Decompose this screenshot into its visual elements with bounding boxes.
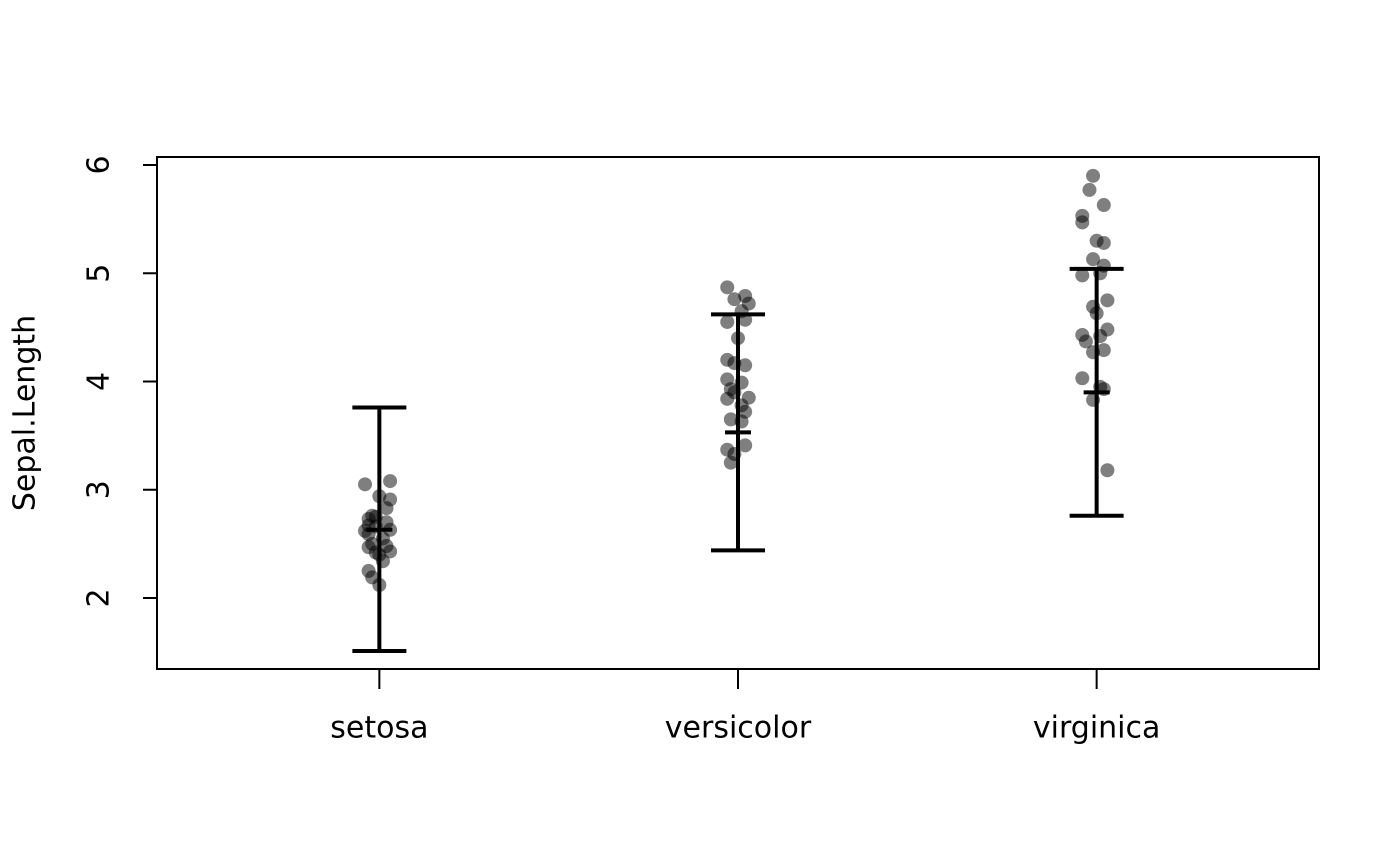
y-tick-label: 5 — [82, 264, 117, 283]
point — [1086, 168, 1101, 183]
y-tick-label: 4 — [82, 372, 117, 391]
point — [1075, 215, 1090, 230]
y-axis-label: Sepal.Length — [8, 315, 43, 511]
point — [738, 438, 753, 453]
point — [720, 280, 735, 295]
point — [1100, 463, 1115, 478]
point — [379, 501, 394, 516]
point — [1100, 293, 1115, 308]
point — [727, 292, 742, 307]
x-tick-label: virginica — [1033, 711, 1161, 746]
point — [720, 314, 735, 329]
point — [383, 544, 398, 559]
point — [1096, 198, 1111, 213]
point — [723, 455, 738, 470]
point — [738, 358, 753, 373]
y-tick-label: 6 — [82, 155, 117, 174]
point — [1078, 334, 1093, 349]
point — [1075, 268, 1090, 283]
point — [1075, 371, 1090, 386]
point — [358, 477, 373, 492]
x-tick-label: setosa — [330, 711, 428, 746]
point — [723, 412, 738, 427]
point — [1096, 343, 1111, 358]
point — [1096, 235, 1111, 250]
point — [383, 474, 398, 489]
point — [1082, 182, 1097, 197]
y-tick-label: 3 — [82, 480, 117, 499]
x-tick-label: versicolor — [665, 711, 812, 746]
point — [1086, 252, 1101, 267]
y-tick-label: 2 — [82, 588, 117, 607]
